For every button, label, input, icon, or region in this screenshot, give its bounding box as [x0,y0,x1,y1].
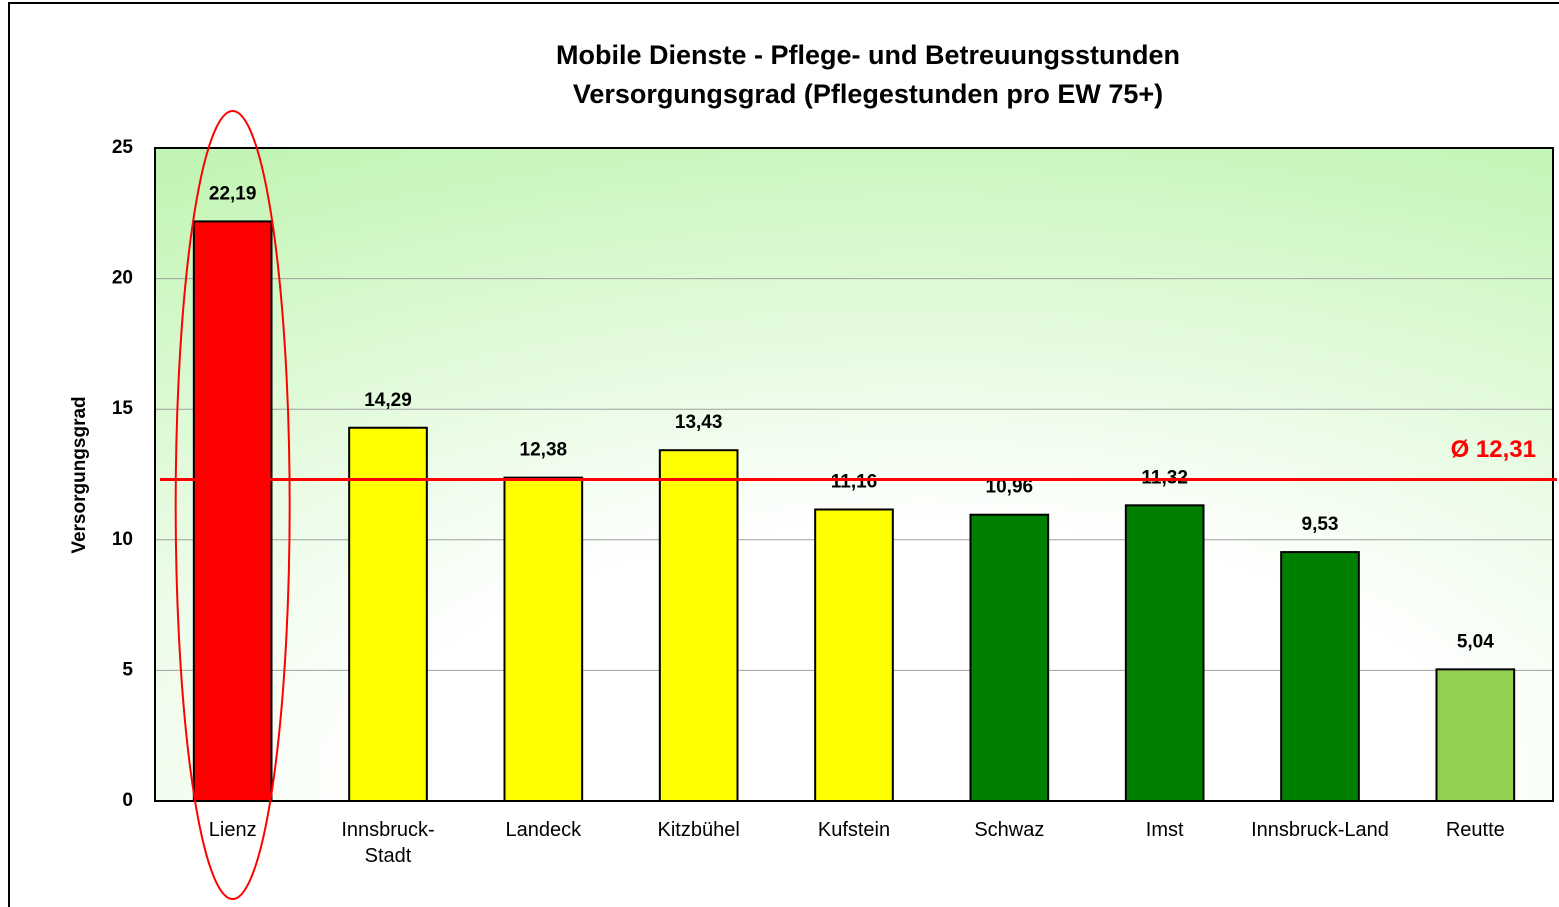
bar [1435,668,1516,803]
bar [1124,504,1205,802]
data-label: 22,19 [209,183,257,204]
data-label: 5,04 [1457,631,1494,652]
data-label: 14,29 [364,390,412,411]
data-label: 13,43 [675,412,723,433]
bar [658,449,739,802]
chart-subtitle: Versorgungsgrad (Pflegestunden pro EW 75… [573,79,1163,109]
y-tick-label: 0 [122,790,133,811]
highlight-ellipse [174,110,291,900]
y-tick-label: 25 [112,137,134,158]
data-label: 9,53 [1302,514,1339,535]
x-tick-label: Reutte [1445,819,1505,841]
x-tick-label: Schwaz [974,819,1045,841]
data-label: 11,16 [831,472,878,493]
y-tick-label: 15 [112,398,134,419]
plot-border [154,147,1554,802]
x-tick-label: Innsbruck-Stadt [341,819,435,867]
data-label: 12,38 [520,440,568,461]
y-tick-label: 10 [112,529,133,550]
x-tick-label: Innsbruck-Land [1251,819,1389,841]
x-tick-label: Landeck [505,819,582,841]
bar [348,426,428,802]
bar [192,220,273,802]
y-axis-label: Versorgungsgrad [69,396,90,553]
average-label: Ø 12,31 [1451,436,1536,463]
bar [1280,551,1360,803]
chart-title: Mobile Dienste - Pflege- und Betreuungss… [556,40,1180,70]
bar [503,476,584,802]
x-tick-label: Lienz [208,819,257,841]
bar [969,513,1050,802]
data-label: 10,96 [986,477,1034,498]
y-tick-label: 20 [112,268,133,289]
y-tick-label: 5 [122,659,133,680]
x-tick-label: Kufstein [817,819,891,841]
data-label: 11,32 [1141,467,1188,488]
x-tick-label: Kitzbühel [657,819,740,841]
x-tick-label: Imst [1145,819,1184,841]
bar [814,508,894,802]
